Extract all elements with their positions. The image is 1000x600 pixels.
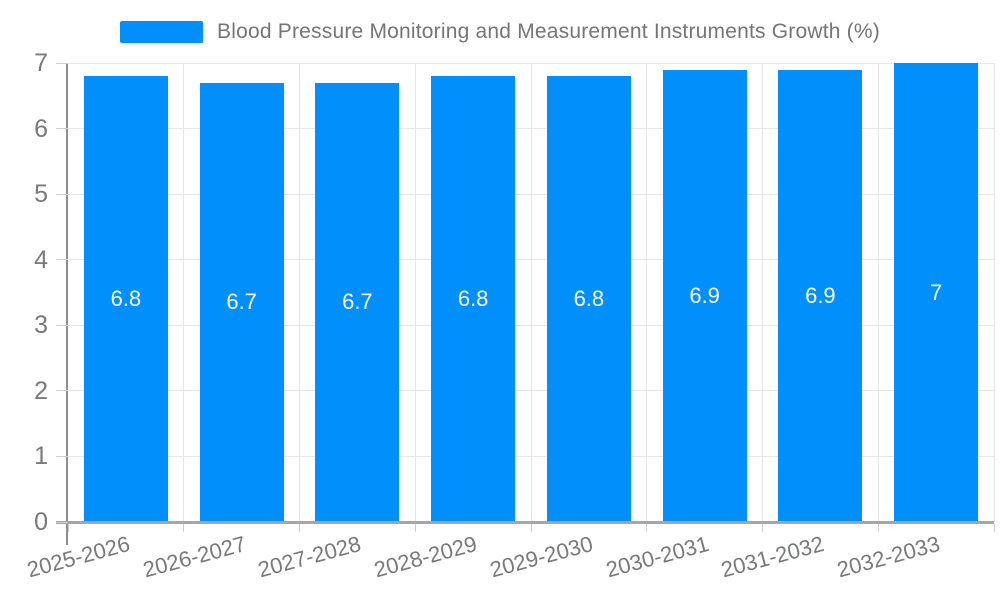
x-axis-line	[56, 521, 994, 524]
gridline-vertical	[530, 63, 532, 522]
gridline-vertical	[993, 63, 995, 522]
bar-2029-2030[interactable]: 6.8	[546, 76, 631, 522]
x-axis-tick	[530, 524, 532, 532]
bar-value-label: 6.7	[342, 289, 373, 315]
gridline-vertical	[877, 63, 879, 522]
bar-value-label: 6.8	[110, 286, 142, 312]
y-axis-tick	[56, 521, 68, 523]
x-axis-tick	[762, 524, 763, 532]
plot-area: 6.8 6.7 6.7 6.8 6.8 6.9 6.9 7	[68, 62, 995, 522]
bar-2031-2032[interactable]: 6.9	[778, 69, 863, 522]
bar-value-label: 6.7	[226, 289, 257, 315]
y-axis-tick	[56, 128, 68, 130]
y-axis-label: 3	[34, 311, 48, 340]
x-axis-tick	[646, 524, 648, 532]
legend-label: Blood Pressure Monitoring and Measuremen…	[217, 20, 880, 43]
bar-2030-2031[interactable]: 6.9	[662, 69, 747, 522]
y-axis-label: 7	[34, 49, 48, 77]
bar-value-label: 7	[930, 279, 943, 305]
gridline-vertical	[414, 63, 416, 522]
y-axis-tick	[56, 390, 68, 392]
y-axis-label: 5	[34, 180, 48, 209]
legend-swatch	[120, 21, 204, 43]
x-axis-tick	[67, 524, 69, 532]
bar-value-label: 6.8	[573, 286, 605, 312]
y-axis-tick	[56, 455, 68, 457]
y-axis-tick	[56, 62, 68, 64]
gridline-vertical	[183, 63, 185, 522]
y-axis-label: 4	[34, 245, 48, 274]
chart-legend[interactable]: Blood Pressure Monitoring and Measuremen…	[0, 20, 1000, 44]
y-axis-label: 0	[34, 508, 48, 536]
y-axis-tick	[56, 324, 68, 326]
bar-2032-2033[interactable]: 7	[894, 63, 979, 522]
y-axis-tick	[56, 193, 68, 195]
x-axis-tick	[183, 524, 185, 532]
y-axis-label: 2	[34, 376, 48, 405]
gridline-vertical	[299, 63, 300, 522]
bar-value-label: 6.9	[805, 282, 836, 308]
x-axis-tick	[414, 524, 416, 532]
x-axis-tick	[299, 524, 300, 532]
bar-2028-2029[interactable]: 6.8	[431, 76, 516, 522]
x-axis-tick	[993, 524, 995, 532]
bar-value-label: 6.8	[457, 286, 489, 312]
gridline-vertical	[762, 63, 763, 522]
bar-2026-2027[interactable]: 6.7	[199, 82, 284, 522]
y-axis-label: 6	[34, 114, 48, 143]
bar-value-label: 6.9	[689, 282, 720, 308]
bar-2025-2026[interactable]: 6.8	[83, 76, 168, 522]
y-axis-line	[66, 63, 68, 545]
gridline-vertical	[646, 63, 648, 522]
y-axis-tick	[56, 259, 68, 261]
bar-2027-2028[interactable]: 6.7	[315, 82, 400, 522]
x-axis-tick	[877, 524, 879, 532]
y-axis-label: 1	[34, 442, 48, 471]
